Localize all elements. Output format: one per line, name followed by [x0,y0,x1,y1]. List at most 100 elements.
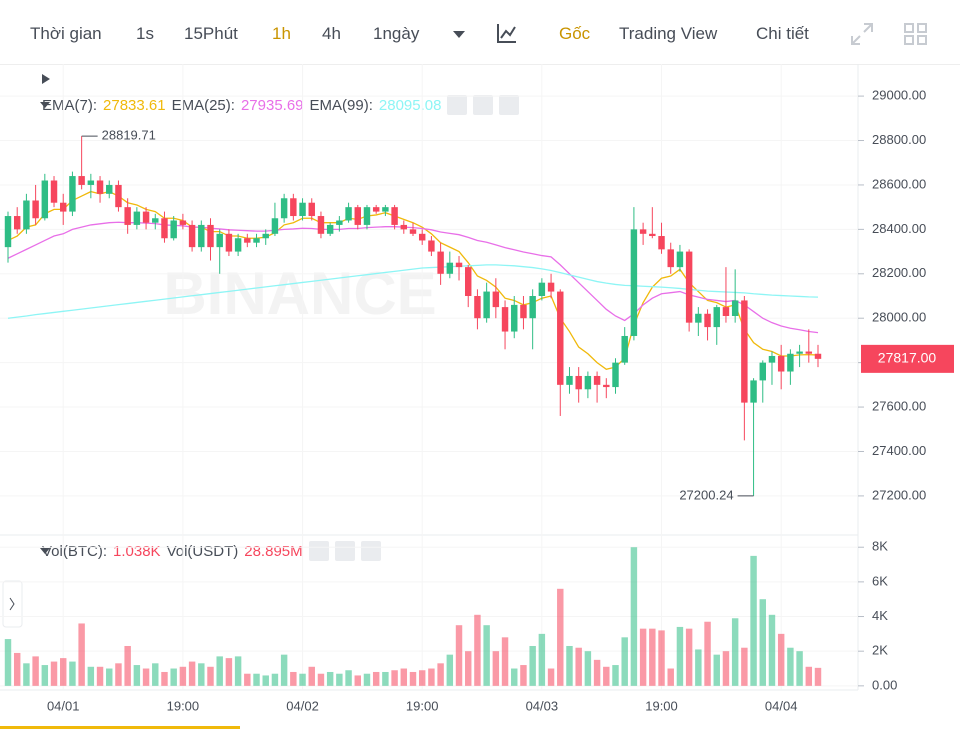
volume-bar [234,656,242,686]
candle-body [372,207,380,212]
volume-bar [520,665,527,686]
candle-body [41,180,49,219]
candle-body [557,291,564,385]
candle-body [152,218,159,223]
volume-bar [759,599,766,686]
candle-body [492,291,500,308]
x-tick-label: 04/01 [47,698,80,713]
view-tab[interactable]: Chi tiết [756,24,809,43]
candle-body [142,211,150,223]
volume-bar [179,666,187,686]
legend-value: 28095.08 [378,96,442,114]
candle-body [161,218,168,239]
candle-body [391,207,398,225]
fullscreen-icon[interactable] [850,22,874,46]
candle-body [465,267,472,297]
candle-body [685,251,693,323]
volume-bar [584,651,592,686]
volume-bar [805,666,813,686]
candle-body [262,233,269,239]
close-icon[interactable] [360,541,381,561]
candle-body [796,351,803,354]
close-icon[interactable] [499,95,520,115]
view-tab[interactable]: Gốc [559,24,591,43]
settings-icon[interactable] [473,95,494,115]
volume-bar [78,623,85,686]
legend-toggle[interactable] [40,102,50,108]
volume-bar [345,670,352,686]
volume-bar [575,647,582,686]
candle-body [511,304,518,332]
candle-body [428,240,435,252]
candle-body [290,198,297,217]
candle-body [133,211,141,225]
interval-tab[interactable]: 1ngày [373,24,420,43]
x-tick-label: 19:00 [167,698,200,713]
volume-bar [96,666,104,686]
interval-tab[interactable]: 15Phút [184,24,238,43]
y-tick-label: 8K [872,539,888,554]
volume-bar [253,673,260,686]
candle-body [612,362,619,388]
volume-bar [106,668,113,686]
volume-bar [814,667,822,686]
interval-tab[interactable]: 1h [272,24,291,43]
volume-bar [262,675,269,686]
candle-body [280,198,288,219]
volume-bar [115,663,122,686]
volume-bar [60,658,67,686]
x-tick-label: 04/04 [765,698,798,713]
indicator-icon[interactable] [496,22,518,44]
layout-icon[interactable] [904,23,928,45]
volume-bar [722,651,730,686]
volume-bar [400,668,408,686]
volume-bar [566,645,573,686]
candle-body [474,296,481,319]
current-price-label: 27817.00 [878,350,937,366]
view-tab[interactable]: Trading View [619,24,718,43]
candle-body [124,207,131,225]
volume-bar [308,666,315,686]
volume-bar [704,621,711,686]
candle-body [418,233,426,241]
candle-body [639,229,647,234]
y-tick-label: 29000.00 [872,88,926,103]
candle-body [50,180,58,203]
volume-bar [437,663,444,686]
candle-body [501,307,509,332]
eye-icon[interactable] [308,541,329,561]
candle-body [713,307,720,328]
volume-bar [299,673,306,686]
volume-bar [768,614,776,686]
interval-tab[interactable]: 4h [322,24,341,43]
candle-body [437,251,444,274]
legend-value: 27833.61 [103,96,166,114]
collapse-arrow[interactable] [42,74,50,84]
eye-icon[interactable] [447,95,468,115]
toolbar: Thời gian 1s 15Phút 1h 4h 1ngày Gốc Trading Vie… [0,0,960,65]
settings-icon[interactable] [334,541,355,561]
volume-bar [446,654,454,686]
volume-bar [87,666,95,686]
side-panel-button[interactable] [2,580,23,628]
volume-bar [777,633,785,686]
volume-bar [639,628,647,686]
candle-body [814,353,822,359]
candle-body [225,233,233,252]
interval-tab[interactable]: 1s [136,24,154,43]
volume-bar [317,673,325,686]
interval-tab[interactable]: Thời gian [30,24,102,43]
candle-body [188,224,196,248]
volume-bar [133,665,141,686]
candle-body [69,176,76,212]
volume-bar [170,668,177,686]
legend-toggle[interactable] [40,548,50,554]
candle-body [106,184,113,194]
volume-bar [483,625,490,686]
dropdown-arrow[interactable] [452,29,466,39]
volume-bar [50,661,58,686]
volume-bar [750,555,757,686]
candle-body [400,224,408,230]
candle-body [649,233,656,237]
volume-bar [501,637,509,686]
